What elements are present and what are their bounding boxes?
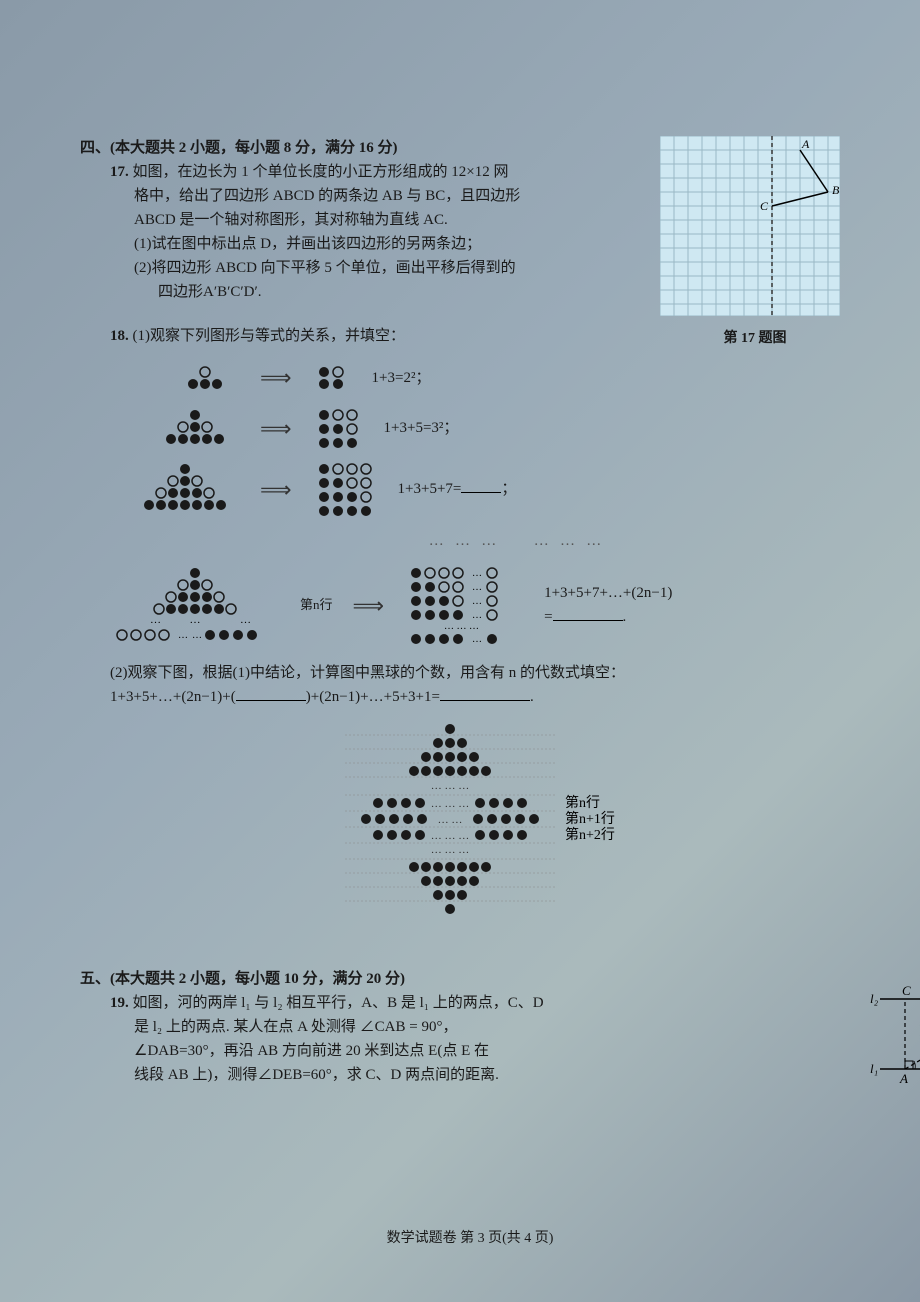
arrow-icon: ⟹	[353, 588, 385, 623]
q18-row3: ⟹ 1+3+5+7= ；	[130, 461, 860, 517]
q18-part2-intro: (2)观察下图，根据(1)中结论，计算图中黑球的个数，用含有 n 的代数式填空：	[110, 665, 625, 681]
svg-text:l₁: l₁	[870, 1061, 878, 1076]
q18-p2-mid: )+(2n−1)+…+5+3+1=	[306, 689, 440, 705]
svg-text:…: …	[472, 568, 482, 579]
q18-row4: ……… …… 第n行 ⟹ … … … … … … … … 1+3+5+7+…+(…	[110, 565, 860, 645]
q19-line3: ∠DAB=30°，再沿 AB 方向前进 20 米到达点 E(点 E 在	[134, 1043, 489, 1059]
q18-num: 18.	[110, 328, 129, 344]
paper-content: A B C 第 17 题图 四、(本大题共 2 小题，每小题 8 分，满分 16…	[80, 136, 860, 1258]
arrow-icon: ⟹	[260, 360, 292, 395]
q19-num: 19.	[110, 995, 129, 1011]
q19-figure: l₂ l₁ C D A E B 30° 60° 第 19 题图	[870, 981, 920, 1057]
diamond-label-n1: 第n+1行	[565, 810, 615, 827]
svg-text:…: …	[178, 630, 188, 641]
svg-text:l₂: l₂	[870, 991, 879, 1006]
triangle-n-icon: ……… ……	[110, 565, 280, 645]
blank-input[interactable]	[461, 477, 501, 493]
arrow-icon: ⟹	[260, 411, 292, 446]
svg-text:…: …	[472, 610, 482, 621]
q17-line2: 格中，给出了四边形 ABCD 的两条边 AB 与 BC，且四边形	[134, 188, 520, 204]
q18-part1-intro: (1)观察下列图形与等式的关系，并填空：	[133, 328, 406, 344]
square-n-icon: … … … … … … … …	[404, 565, 524, 645]
q18-eq3: 1+3+5+7= ；	[398, 477, 517, 501]
svg-text:A: A	[801, 137, 810, 151]
diamond-label-n2: 第n+2行	[565, 826, 615, 843]
q17: 17. 如图，在边长为 1 个单位长度的小正方形组成的 12×12 网 格中，给…	[110, 160, 860, 304]
square-3-icon	[312, 407, 364, 449]
svg-text:…: …	[472, 582, 482, 593]
q17-num: 17.	[110, 164, 129, 180]
q18-eq1: 1+3=2²；	[372, 366, 431, 390]
arrow-icon: ⟹	[260, 472, 292, 507]
q18-part2: (2)观察下图，根据(1)中结论，计算图中黑球的个数，用含有 n 的代数式填空：…	[110, 661, 860, 709]
svg-text:… … …: … … …	[431, 844, 470, 856]
ellipsis-row: … … … … … …	[170, 529, 860, 553]
q18-eq3-post: ；	[501, 481, 516, 497]
svg-text:… … …: … … …	[444, 621, 479, 632]
svg-text:…: …	[472, 634, 482, 645]
q18-part2-eq: 1+3+5+…+(2n−1)+()+(2n−1)+…+5+3+1=.	[110, 689, 534, 705]
svg-text:…: …	[240, 614, 251, 626]
diamond-label-n: 第n行	[565, 794, 600, 811]
page: A B C 第 17 题图 四、(本大题共 2 小题，每小题 8 分，满分 16…	[0, 0, 920, 1302]
q17-line3: ABCD 是一个轴对称图形，其对称轴为直线 AC.	[134, 212, 448, 228]
q18-eq2: 1+3+5=3²；	[384, 416, 459, 440]
q18-eq4-pre: 1+3+5+7+…+(2n−1)	[544, 585, 672, 601]
blank-input[interactable]	[440, 685, 530, 701]
q18-eq4: 1+3+5+7+…+(2n−1) =.	[544, 581, 672, 629]
blank-input[interactable]	[236, 685, 306, 701]
diamond-svg: … … … … … … … … … … … … … …	[285, 719, 685, 949]
equals-sign: =	[544, 609, 552, 625]
q17-line1: 如图，在边长为 1 个单位长度的小正方形组成的 12×12 网	[133, 164, 509, 180]
svg-text:…: …	[192, 630, 202, 641]
q18-eq3-pre: 1+3+5+7=	[398, 481, 462, 497]
q19-caption: 第 19 题图	[870, 1103, 920, 1125]
q17-sub2: (2)将四边形 ABCD 向下平移 5 个单位，画出平移后得到的	[134, 260, 516, 276]
square-4-icon	[312, 461, 378, 517]
triangle-3-icon	[150, 407, 240, 449]
svg-text:… … …: … … …	[431, 830, 470, 842]
square-2-icon	[312, 364, 352, 392]
section5-header: 五、(本大题共 2 小题，每小题 10 分，满分 20 分)	[80, 967, 860, 991]
q19: 19. 如图，河的两岸 l₁ 与 l₂ 相互平行，A、B 是 l₁ 上的两点，C…	[110, 991, 860, 1087]
page-footer: 数学试题卷 第 3 页(共 4 页)	[80, 1228, 860, 1250]
q19-svg: l₂ l₁ C D A E B 30° 60°	[870, 981, 920, 1091]
svg-text:…: …	[150, 614, 161, 626]
svg-text:A: A	[899, 1071, 908, 1086]
q19-line4: 线段 AB 上)，测得∠DEB=60°，求 C、D 两点间的距离.	[134, 1067, 499, 1083]
q18-p2-pre: 1+3+5+…+(2n−1)+(	[110, 689, 236, 705]
diamond-figure: … … … … … … … … … … … … … …	[110, 719, 860, 957]
blank-input[interactable]	[553, 605, 623, 621]
q18-row1: ⟹ 1+3=2²；	[170, 360, 860, 395]
q18-row2: ⟹ 1+3+5=3²；	[150, 407, 860, 449]
row-n-label: 第n行	[300, 595, 333, 616]
triangle-4-icon	[130, 461, 240, 517]
svg-text:… … …: … … …	[431, 780, 470, 792]
q19-line2: 是 l₂ 上的两点. 某人在点 A 处测得 ∠CAB = 90°，	[134, 1019, 457, 1035]
q17-sub2b: 四边形A′B′C′D′.	[158, 284, 262, 300]
svg-text:C: C	[902, 983, 911, 998]
svg-text:… …: … …	[438, 814, 463, 826]
svg-text:…: …	[472, 596, 482, 607]
q17-sub1: (1)试在图中标出点 D，并画出该四边形的另两条边；	[134, 236, 481, 252]
svg-text:…: …	[190, 614, 201, 626]
q19-line1: 如图，河的两岸 l₁ 与 l₂ 相互平行，A、B 是 l₁ 上的两点，C、D	[133, 995, 544, 1011]
svg-text:… … …: … … …	[431, 798, 470, 810]
q18: 18. (1)观察下列图形与等式的关系，并填空： ⟹ 1+3=2²；	[110, 324, 860, 957]
triangle-2-icon	[170, 364, 240, 392]
